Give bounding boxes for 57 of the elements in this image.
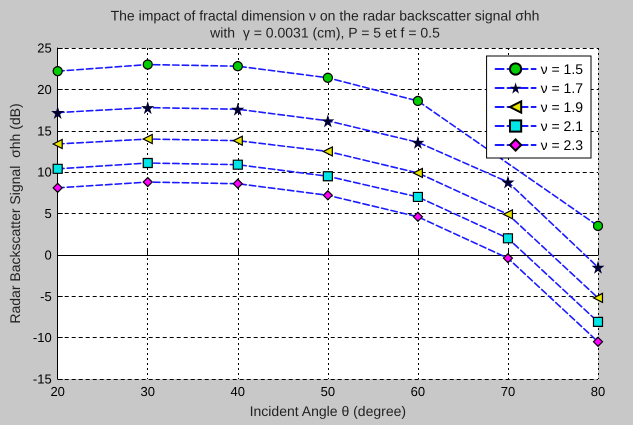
chart-title: The impact of fractal dimension ν on the radar backscatter signal σhh with γ = 0.0031 (cm), P = 5 et f = 0.5 (110, 8, 540, 40)
point (232, 136, 243, 146)
point (502, 253, 514, 264)
legend-label: ν = 2.3 (540, 137, 584, 153)
x-tick-label: 40 (230, 384, 246, 399)
x-tick-label: 60 (410, 384, 426, 399)
x-tick-label: 80 (590, 384, 606, 399)
y-tick-label: -15 (32, 372, 52, 386)
y-tick-label: -5 (40, 288, 52, 304)
point (231, 102, 244, 116)
y-tick-label: 20 (37, 82, 52, 97)
legend-label: ν = 1.7 (540, 80, 584, 96)
y-tick-label: 10 (37, 164, 52, 180)
point (52, 182, 63, 193)
y-tick-label: 0 (44, 247, 52, 262)
x-tick-label: 70 (500, 384, 516, 399)
point (142, 59, 153, 70)
point (502, 209, 514, 220)
point (412, 96, 423, 106)
y-tick-label: 15 (37, 123, 52, 138)
point (232, 160, 243, 170)
point (141, 101, 154, 114)
x-tick-label: 30 (140, 384, 155, 399)
point (142, 158, 153, 168)
point (502, 233, 514, 244)
x-axis-title: Incident Angle θ (degree) (250, 403, 406, 419)
point (412, 212, 423, 222)
point (592, 316, 604, 327)
point (142, 134, 153, 144)
x-tick-label: 50 (320, 384, 336, 399)
point (52, 138, 63, 150)
point (51, 106, 64, 120)
point (501, 176, 514, 189)
point (322, 171, 333, 182)
point (412, 168, 423, 178)
y-axis-title: Radar Backscatter Signal σhh (dB) (7, 103, 23, 324)
point (52, 66, 63, 76)
point (592, 292, 604, 304)
point (592, 260, 604, 274)
point (322, 72, 333, 83)
y-tick-label: 5 (44, 206, 52, 221)
point (142, 176, 153, 188)
y-tick-label: -10 (32, 330, 52, 346)
point (412, 192, 423, 202)
point (322, 190, 333, 200)
y-tick-label: 25 (37, 40, 52, 56)
point (411, 136, 424, 149)
point (322, 146, 333, 157)
point (321, 114, 334, 128)
point (592, 336, 604, 347)
legend-label: ν = 1.5 (540, 61, 584, 77)
legend-label: ν = 2.1 (540, 118, 584, 134)
point (52, 164, 63, 174)
point (592, 220, 604, 232)
point (232, 61, 243, 72)
point (232, 178, 243, 189)
legend-label: ν = 1.9 (540, 99, 584, 115)
